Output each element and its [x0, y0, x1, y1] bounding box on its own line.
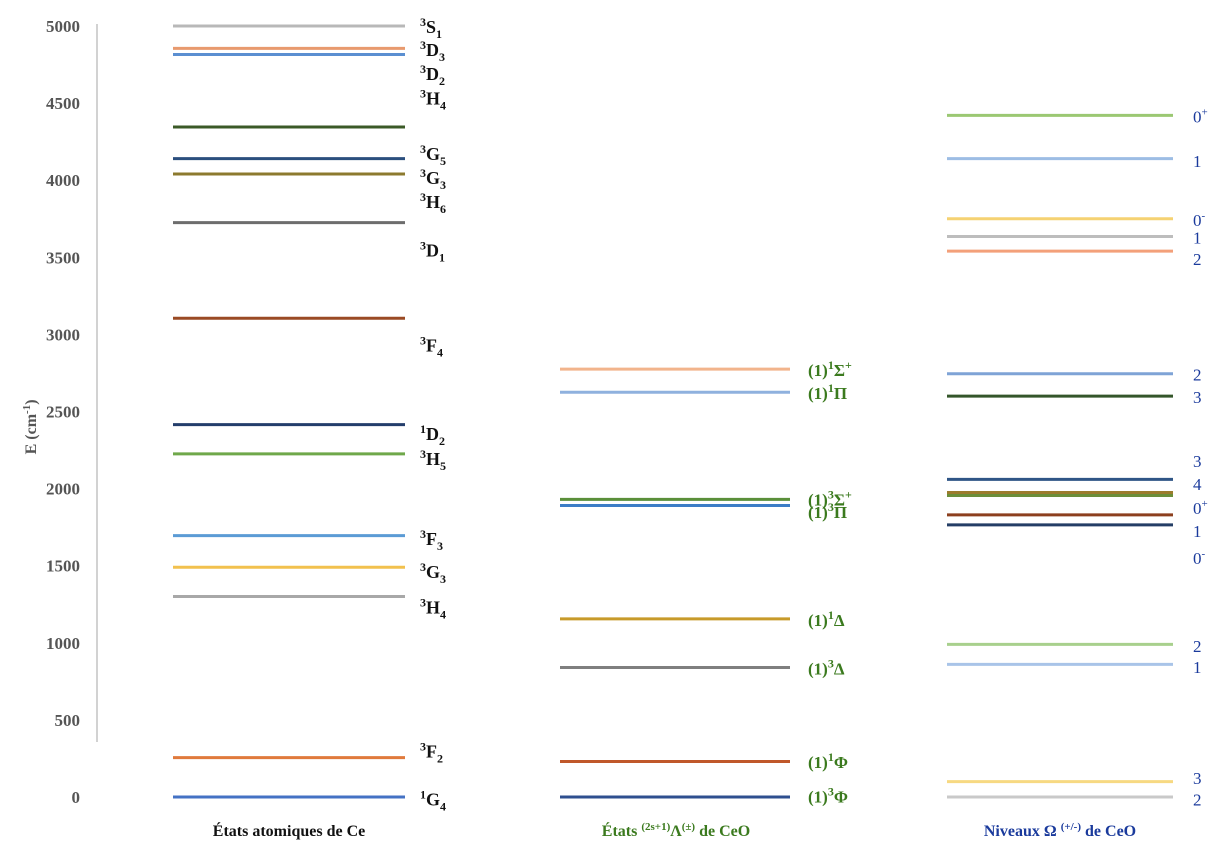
state-column-title: États (2s+1)Λ(±) de CeO [602, 821, 750, 840]
omega-level-label: 4 [1193, 475, 1202, 494]
molecular-state-label: (1)1Σ+ [808, 358, 852, 380]
atomic-column-title: États atomiques de Ce [213, 821, 365, 840]
molecular-state-label: (1)3Δ [808, 656, 845, 678]
term-symbol-label: 3F3 [420, 527, 443, 553]
term-symbol-label: 3D3 [420, 38, 445, 64]
y-tick-label: 4000 [46, 171, 80, 190]
molecular-state-label: (1)1Φ [808, 750, 848, 772]
energy-levels [173, 24, 1173, 799]
omega-level-label: 3 [1193, 388, 1202, 407]
term-symbol-label: 3G3 [420, 166, 446, 192]
omega-level-label: 0+ [1193, 106, 1208, 126]
y-tick-label: 4500 [46, 94, 80, 113]
y-tick-label: 3000 [46, 325, 80, 344]
term-symbol-label: 3H5 [420, 447, 446, 473]
column-titles: États atomiques de Ce États (2s+1)Λ(±) de… [213, 821, 1136, 840]
omega-column-title: Niveaux Ω (+/-) de CeO [984, 821, 1136, 840]
y-tick-label: 3500 [46, 248, 80, 267]
term-symbol-label: 3H4 [420, 596, 446, 622]
level-labels: 3S13D33D23H43G53G33H63D13F41D23H53F33G33… [420, 15, 1208, 814]
term-symbol-label: 3D2 [420, 62, 445, 88]
omega-level-label: 2 [1193, 637, 1202, 656]
molecular-state-label: (1)3Σ+ [808, 488, 852, 510]
term-symbol-label: 1G4 [420, 788, 446, 814]
omega-level-label: 2 [1193, 791, 1202, 810]
y-tick-label: 0 [72, 788, 81, 807]
omega-level-label: 1 [1193, 658, 1202, 677]
y-tick-label: 1000 [46, 634, 80, 653]
omega-level-label: 1 [1193, 152, 1202, 171]
molecular-state-label: (1)3Π [808, 500, 847, 522]
term-symbol-label: 1D2 [420, 422, 445, 448]
y-axis-title: E (cm-1) [21, 399, 40, 454]
term-symbol-label: 3G3 [420, 560, 446, 586]
molecular-state-label: (1)1Δ [808, 608, 845, 630]
term-symbol-label: 3H6 [420, 190, 446, 216]
omega-level-label: 1 [1193, 522, 1202, 541]
molecular-state-label: (1)1Π [808, 381, 847, 403]
molecular-state-label: (1)3Φ [808, 784, 848, 806]
omega-level-label: 0+ [1193, 498, 1208, 518]
y-tick-label: 500 [55, 711, 81, 730]
y-tick-label: 5000 [46, 17, 80, 36]
omega-level-label: 1 [1193, 228, 1202, 247]
omega-level-label: 3 [1193, 769, 1202, 788]
term-symbol-label: 3F2 [420, 740, 443, 766]
omega-level-label: 2 [1193, 366, 1202, 385]
y-tick-label: 2500 [46, 403, 80, 422]
term-symbol-label: 3D1 [420, 239, 445, 265]
term-symbol-label: 3H4 [420, 87, 446, 113]
y-tick-label: 2000 [46, 480, 80, 499]
omega-level-label: 0- [1193, 548, 1206, 568]
omega-level-label: 2 [1193, 250, 1202, 269]
omega-level-label: 0- [1193, 210, 1206, 230]
term-symbol-label: 3G5 [420, 142, 446, 168]
omega-level-label: 3 [1193, 452, 1202, 471]
term-symbol-label: 3F4 [420, 333, 443, 359]
y-tick-label: 1500 [46, 557, 80, 576]
term-symbol-label: 3S1 [420, 15, 442, 41]
y-axis: 0 500 1000 1500 2000 2500 3000 3500 4000 4500 5000… [21, 17, 98, 807]
